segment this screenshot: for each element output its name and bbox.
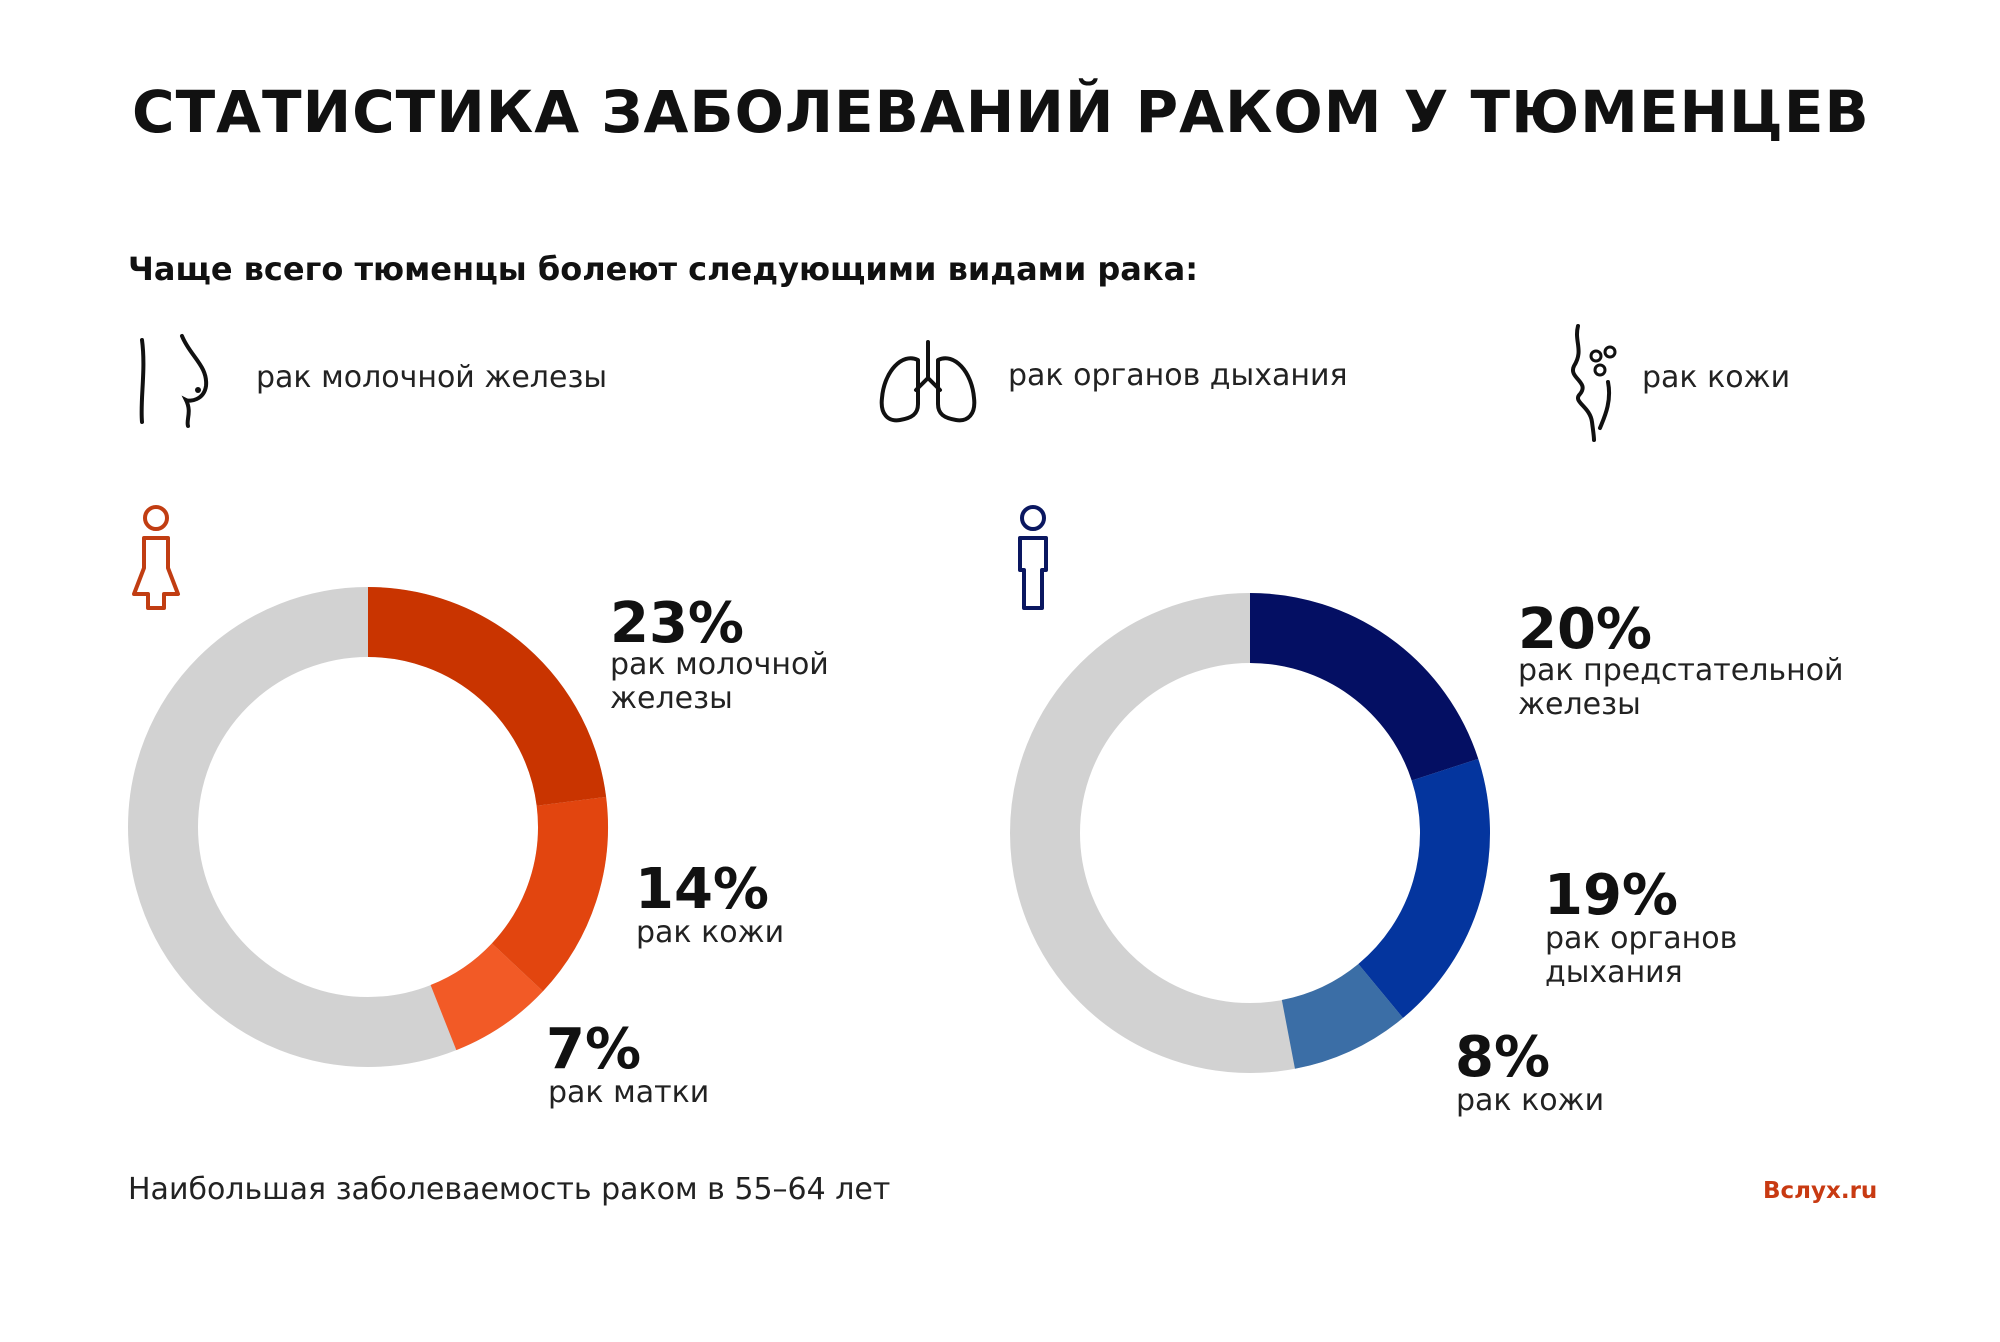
women-pct-breast: 23% — [610, 591, 745, 656]
breast-icon — [139, 334, 209, 428]
women-label-skin: рак кожи — [636, 915, 785, 950]
men-slice-1 — [1357, 758, 1490, 1018]
skin-icon — [1571, 324, 1617, 442]
source-logo: Вслух.ru — [1763, 1178, 1878, 1204]
women-slice-2 — [429, 942, 543, 1051]
woman-icon — [132, 505, 180, 610]
type-label-lungs: рак органов дыхания — [1008, 358, 1348, 393]
footer-note: Наибольшая заболеваемость раком в 55–64 … — [128, 1172, 891, 1207]
women-slice-1 — [491, 796, 608, 992]
women-pct-uterus: 7% — [546, 1017, 642, 1082]
man-icon — [1018, 505, 1048, 610]
women-label-uterus: рак матки — [548, 1075, 710, 1110]
men-label-skin: рак кожи — [1456, 1083, 1605, 1118]
men-pct-prostate: 20% — [1518, 597, 1653, 662]
men-slice-2 — [1280, 963, 1403, 1069]
men-slice-0 — [1249, 593, 1479, 782]
type-label-skin: рак кожи — [1642, 360, 1791, 395]
page-title: СТАТИСТИКА ЗАБОЛЕВАНИЙ РАКОМ У ТЮМЕНЦЕВ — [132, 78, 1870, 146]
subtitle: Чаще всего тюменцы болеют следующими вид… — [128, 250, 1198, 288]
type-label-breast: рак молочной железы — [256, 360, 608, 395]
lungs-icon — [879, 340, 977, 423]
men-label-lungs: рак органов дыхания — [1545, 921, 1738, 990]
women-label-breast: рак молочной железы — [610, 647, 829, 716]
women-slice-0 — [367, 587, 607, 807]
men-pct-lungs: 19% — [1544, 863, 1679, 928]
men-pct-skin: 8% — [1455, 1025, 1551, 1090]
men-label-prostate: рак предстательной железы — [1518, 653, 1844, 722]
women-pct-skin: 14% — [635, 857, 770, 922]
